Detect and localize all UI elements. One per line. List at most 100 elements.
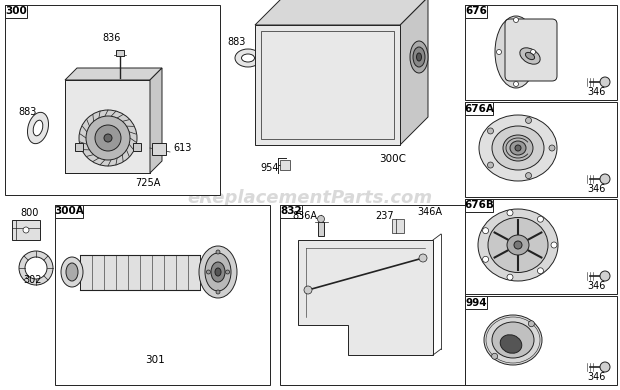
Circle shape — [528, 321, 534, 327]
Text: 676B: 676B — [464, 200, 494, 211]
Ellipse shape — [479, 115, 557, 181]
Ellipse shape — [61, 257, 83, 287]
Text: 613: 613 — [174, 143, 192, 153]
Ellipse shape — [417, 53, 422, 61]
Circle shape — [507, 210, 513, 216]
Circle shape — [226, 270, 229, 274]
Ellipse shape — [495, 16, 537, 88]
Text: 300A: 300A — [54, 206, 84, 216]
Circle shape — [23, 227, 29, 233]
Circle shape — [482, 228, 489, 234]
Ellipse shape — [413, 47, 425, 67]
Ellipse shape — [242, 54, 254, 62]
Bar — [116, 50, 124, 56]
Polygon shape — [150, 68, 162, 173]
Ellipse shape — [507, 235, 529, 255]
Bar — [392, 219, 404, 233]
Bar — [5, 5, 27, 18]
Text: 346: 346 — [588, 184, 606, 194]
Ellipse shape — [79, 110, 137, 166]
Ellipse shape — [95, 125, 121, 151]
Text: 725A: 725A — [135, 178, 161, 188]
Circle shape — [482, 256, 489, 262]
Polygon shape — [298, 240, 433, 355]
Circle shape — [600, 174, 610, 184]
Ellipse shape — [27, 112, 48, 144]
Text: 300C: 300C — [379, 154, 407, 164]
Ellipse shape — [33, 120, 43, 136]
Bar — [5, 5, 220, 195]
Circle shape — [487, 162, 494, 168]
Ellipse shape — [484, 315, 542, 365]
Ellipse shape — [520, 48, 540, 64]
Polygon shape — [65, 80, 150, 173]
Text: 346: 346 — [588, 87, 606, 97]
Text: 302: 302 — [24, 275, 42, 285]
Bar — [465, 296, 617, 385]
Ellipse shape — [205, 253, 231, 291]
Circle shape — [549, 145, 555, 151]
Bar — [133, 143, 141, 151]
Bar — [465, 5, 617, 100]
Ellipse shape — [500, 335, 522, 353]
Ellipse shape — [66, 263, 78, 281]
Text: 301: 301 — [145, 355, 165, 365]
Bar — [465, 296, 487, 309]
Ellipse shape — [492, 322, 534, 358]
Text: 676: 676 — [465, 7, 487, 16]
Bar — [55, 205, 270, 385]
Bar — [55, 205, 83, 218]
FancyBboxPatch shape — [505, 19, 557, 81]
Text: 300: 300 — [5, 7, 27, 16]
Text: 346A: 346A — [417, 207, 443, 217]
Circle shape — [513, 18, 518, 23]
Text: 883: 883 — [228, 37, 246, 47]
Circle shape — [497, 50, 502, 55]
Circle shape — [538, 268, 544, 274]
Text: 346: 346 — [588, 372, 606, 382]
Ellipse shape — [104, 134, 112, 142]
Ellipse shape — [410, 41, 428, 73]
Ellipse shape — [514, 241, 522, 249]
Circle shape — [419, 254, 427, 262]
Ellipse shape — [199, 246, 237, 298]
Circle shape — [216, 290, 220, 294]
Ellipse shape — [25, 257, 47, 279]
Circle shape — [317, 216, 324, 223]
Text: 836A: 836A — [293, 211, 317, 221]
Circle shape — [206, 270, 210, 274]
Circle shape — [526, 173, 531, 179]
Polygon shape — [400, 0, 428, 145]
Text: 994: 994 — [465, 298, 487, 307]
Bar — [280, 205, 302, 218]
Ellipse shape — [235, 49, 261, 67]
Ellipse shape — [510, 141, 526, 155]
Circle shape — [492, 353, 498, 359]
Bar — [280, 205, 465, 385]
Ellipse shape — [478, 209, 558, 281]
Circle shape — [304, 286, 312, 294]
Circle shape — [507, 274, 513, 280]
Bar — [12, 220, 40, 240]
Bar — [261, 31, 394, 139]
Circle shape — [538, 216, 544, 222]
Bar — [76, 143, 84, 151]
Text: 346: 346 — [588, 281, 606, 291]
Bar — [465, 199, 617, 294]
Ellipse shape — [492, 126, 544, 170]
Circle shape — [216, 250, 220, 254]
Ellipse shape — [211, 262, 225, 282]
Bar — [465, 102, 617, 197]
Text: 836: 836 — [103, 33, 121, 43]
Circle shape — [513, 82, 518, 87]
Ellipse shape — [86, 116, 130, 160]
Ellipse shape — [525, 52, 534, 60]
Text: 954: 954 — [261, 163, 279, 173]
Bar — [465, 102, 493, 115]
Circle shape — [526, 117, 531, 123]
Circle shape — [531, 50, 536, 55]
Ellipse shape — [19, 251, 53, 285]
Bar — [318, 222, 324, 236]
Polygon shape — [255, 0, 428, 25]
Circle shape — [600, 362, 610, 372]
